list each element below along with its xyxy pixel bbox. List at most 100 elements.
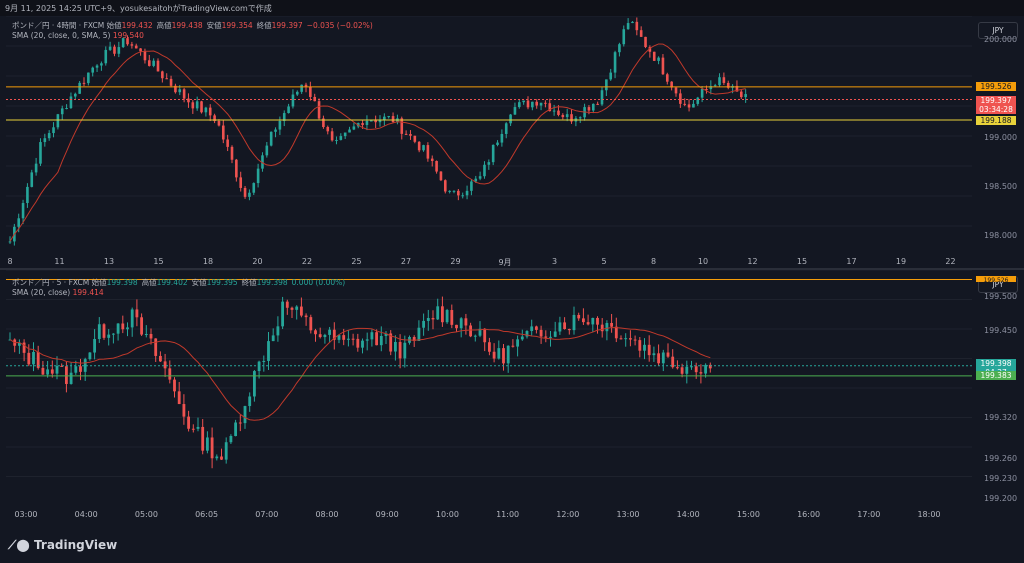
sma-line bbox=[9, 327, 711, 421]
top-countdown: 03:34:28 bbox=[979, 104, 1013, 114]
candle-body bbox=[509, 114, 512, 124]
bottom-x-tick: 09:00 bbox=[375, 510, 399, 519]
candle-body bbox=[339, 136, 343, 140]
bottom-y-tick: 199.500 bbox=[984, 291, 1018, 301]
top-time-axis[interactable]: 8 11 13 15 18 20 22 25 27 29 9月 3 5 8 10 12 15 17 19 22 bbox=[6, 255, 972, 269]
candle-body bbox=[487, 162, 491, 165]
candle-body bbox=[487, 342, 491, 352]
candle-body bbox=[422, 320, 426, 328]
candle-body bbox=[570, 114, 573, 122]
candle-body bbox=[291, 94, 295, 107]
candle-body bbox=[182, 404, 186, 417]
candle-body bbox=[572, 314, 576, 331]
bottom-x-tick: 18:00 bbox=[917, 510, 941, 519]
candle-body bbox=[516, 339, 520, 347]
candle-body bbox=[74, 366, 78, 373]
top-y-tick: 199.000 bbox=[984, 133, 1018, 143]
candle-body bbox=[309, 317, 313, 331]
bottom-support-tag: 199.383 bbox=[976, 371, 1016, 381]
candle-body bbox=[351, 338, 355, 340]
top-ohlc-value: 199.432 bbox=[121, 21, 153, 30]
candle-body bbox=[78, 82, 81, 94]
candle-body bbox=[111, 333, 115, 335]
top-x-tick: 13 bbox=[103, 257, 115, 266]
candle-body bbox=[356, 338, 360, 348]
bottom-candles-svg bbox=[6, 270, 972, 477]
candle-body bbox=[600, 90, 604, 105]
candle-body bbox=[586, 322, 590, 325]
candle-body bbox=[378, 120, 382, 123]
candle-body bbox=[605, 79, 608, 91]
candle-body bbox=[430, 158, 434, 161]
candle-body bbox=[56, 114, 60, 128]
candle-body bbox=[384, 333, 388, 336]
candle-body bbox=[393, 341, 397, 352]
top-price-axis[interactable]: 200.000 199.000 198.500 198.000 bbox=[974, 16, 1024, 256]
candle-body bbox=[500, 133, 504, 143]
candle-body bbox=[426, 145, 430, 159]
top-x-tick: 17 bbox=[846, 257, 857, 266]
candle-body bbox=[652, 51, 656, 61]
candle-body bbox=[459, 318, 463, 329]
candle-body bbox=[8, 241, 12, 243]
candle-body bbox=[624, 338, 628, 340]
candle-body bbox=[726, 82, 730, 88]
candle-body bbox=[652, 353, 656, 356]
bottom-chart-pane[interactable]: ポンド／円 · 5 · FXCM 始値199.398 高値199.402 安値199… bbox=[0, 270, 1024, 522]
candle-body bbox=[443, 180, 447, 192]
bottom-y-tick: 199.230 bbox=[984, 474, 1018, 484]
top-x-tick: 8 bbox=[650, 257, 657, 266]
candle-body bbox=[506, 345, 510, 364]
candle-body bbox=[709, 85, 713, 90]
candle-body bbox=[679, 93, 682, 104]
top-x-tick: 20 bbox=[252, 257, 263, 266]
candle-body bbox=[539, 102, 543, 106]
bottom-x-tick: 07:00 bbox=[255, 510, 279, 519]
candle-body bbox=[173, 379, 176, 392]
bottom-price-axis[interactable]: 199.500 199.450 199.320 199.260 199.230 199.2… bbox=[974, 270, 1024, 506]
candle-body bbox=[696, 97, 700, 104]
candle-body bbox=[26, 186, 29, 204]
candle-body bbox=[436, 306, 440, 320]
top-x-tick: 11 bbox=[54, 257, 65, 266]
candle-body bbox=[83, 359, 87, 372]
candle-body bbox=[635, 21, 639, 31]
candle-body bbox=[398, 341, 402, 359]
candle-body bbox=[403, 342, 407, 359]
candle-body bbox=[549, 336, 552, 338]
candle-body bbox=[55, 365, 59, 374]
candle-body bbox=[674, 87, 678, 94]
candle-body bbox=[666, 352, 670, 357]
top-currency-button[interactable]: JPY bbox=[978, 22, 1018, 39]
candle-body bbox=[665, 74, 669, 82]
candle-body bbox=[713, 85, 717, 87]
candle-body bbox=[404, 133, 408, 135]
candle-body bbox=[226, 139, 229, 147]
candle-body bbox=[332, 329, 336, 340]
top-plot-area[interactable] bbox=[6, 16, 972, 256]
candle-body bbox=[224, 442, 228, 460]
candle-body bbox=[680, 367, 684, 374]
candle-body bbox=[457, 190, 460, 196]
candle-body bbox=[210, 437, 214, 459]
tradingview-logo[interactable]: ⟋⬤ TradingView bbox=[8, 538, 117, 553]
top-x-tick: 15 bbox=[796, 257, 808, 266]
candle-body bbox=[257, 361, 261, 372]
candle-body bbox=[365, 339, 369, 341]
candle-body bbox=[195, 101, 199, 109]
bottom-time-axis[interactable]: 03:00 04:00 05:00 06:05 07:00 08:00 09:00 10:00… bbox=[6, 508, 972, 522]
candle-body bbox=[304, 315, 308, 318]
bottom-ohlc-value: 0.000 (0.00%) bbox=[291, 278, 346, 287]
candle-body bbox=[661, 57, 665, 75]
bottom-ohlc-key: 始値 bbox=[91, 278, 107, 287]
candle-body bbox=[708, 364, 712, 369]
candle-body bbox=[578, 117, 582, 119]
bottom-plot-area[interactable] bbox=[6, 270, 972, 506]
candle-body bbox=[50, 369, 54, 374]
candle-body bbox=[352, 126, 356, 130]
top-chart-pane[interactable]: ポンド／円 · 4時間 · FXCM 始値199.432 高値199.438 安値1… bbox=[0, 16, 1024, 268]
candle-body bbox=[217, 121, 221, 126]
candle-body bbox=[187, 98, 190, 103]
candle-body bbox=[478, 328, 482, 336]
pane-divider[interactable] bbox=[0, 268, 1024, 270]
